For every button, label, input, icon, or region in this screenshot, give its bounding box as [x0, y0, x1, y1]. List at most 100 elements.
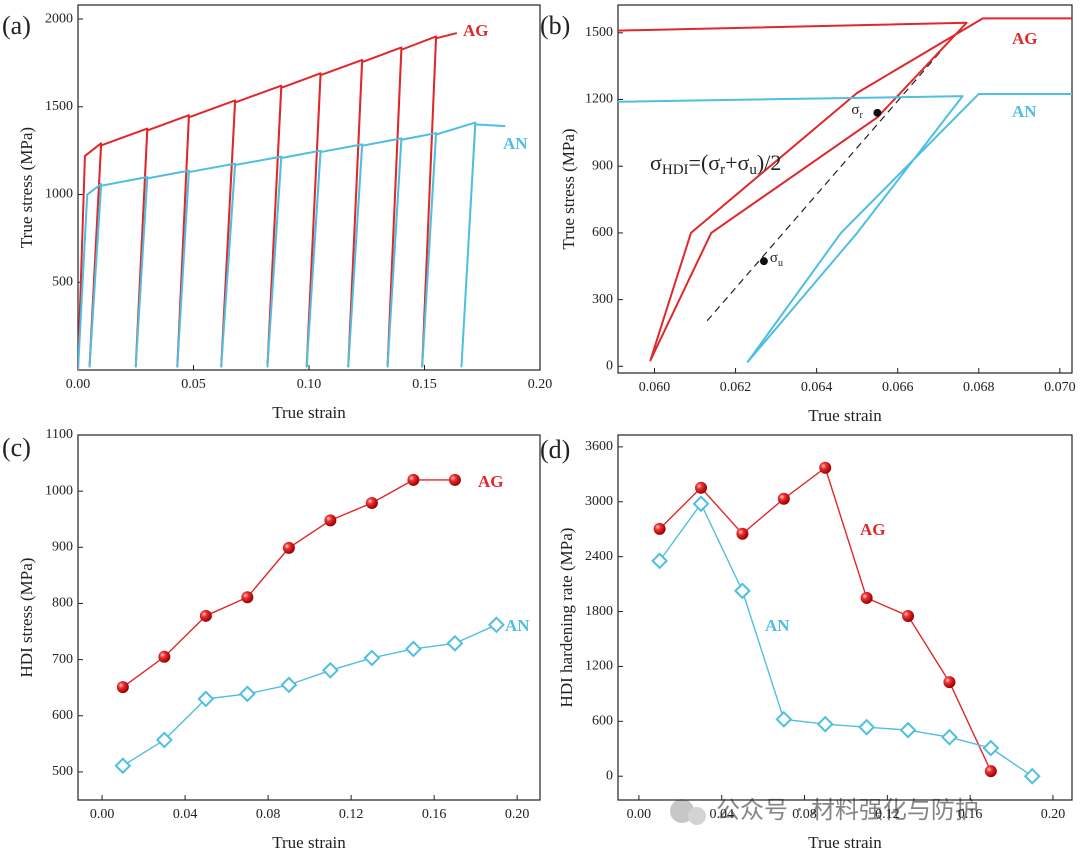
- marker: [114, 757, 132, 775]
- x-axis-label: True strain: [272, 833, 346, 852]
- series-label: AN: [505, 616, 530, 635]
- marker: [241, 591, 254, 604]
- point-label: σu: [770, 251, 783, 270]
- x-tick-label: 0.20: [1041, 807, 1066, 822]
- y-axis-label: HDI hardening rate (MPa): [557, 528, 576, 708]
- marker: [692, 495, 710, 513]
- x-tick-label: 0.070: [1044, 380, 1076, 395]
- x-tick-label: 0.04: [173, 807, 198, 822]
- marker: [116, 681, 129, 694]
- formula-part: )/2: [757, 150, 781, 175]
- x-tick-label: 0.04: [709, 807, 734, 822]
- y-tick-label: 800: [52, 596, 73, 611]
- y-tick-label: 2000: [45, 11, 73, 26]
- series-label: AN: [503, 134, 528, 153]
- marker: [407, 473, 420, 486]
- y-tick-label: 900: [52, 540, 73, 555]
- marker: [238, 685, 256, 703]
- marker: [816, 715, 834, 733]
- x-tick-label: 0.00: [90, 807, 115, 822]
- formula-part: HDI: [662, 162, 689, 178]
- y-axis-label: HDI stress (MPa): [17, 558, 36, 678]
- y-tick-label: 3600: [585, 439, 613, 454]
- marker: [736, 527, 749, 540]
- x-tick-label: 0.15: [412, 377, 437, 392]
- x-tick-label: 0.12: [339, 807, 364, 822]
- x-tick-label: 0.066: [882, 380, 914, 395]
- y-tick-label: 0: [606, 768, 613, 783]
- y-tick-label: 1200: [585, 92, 613, 107]
- y-tick-label: 300: [592, 292, 613, 307]
- marker: [363, 649, 381, 667]
- point: [873, 108, 882, 117]
- y-tick-label: 500: [52, 274, 73, 289]
- y-axis-label: True stress (MPa): [17, 127, 36, 248]
- panel-label: (c): [2, 433, 31, 462]
- y-tick-label: 2400: [585, 549, 613, 564]
- watermark-icon: [670, 799, 694, 823]
- marker: [324, 514, 337, 527]
- marker: [199, 609, 212, 622]
- panel-label: (b): [540, 11, 570, 40]
- panel: (a) 0.00 0.05 0.10 0.15 0.20 500 1000 1500 2000 Tr…: [2, 4, 553, 422]
- series-line: [618, 17, 1072, 362]
- x-tick-label: 0.16: [422, 807, 447, 822]
- y-tick-label: 900: [592, 158, 613, 173]
- series-line: [78, 121, 506, 370]
- point-label-sub: r: [860, 110, 864, 121]
- formula: σHDI=(σr+σu)/2: [650, 150, 781, 178]
- marker: [941, 728, 958, 746]
- formula-part: =(σ: [689, 150, 721, 175]
- marker: [448, 473, 461, 486]
- y-tick-label: 1500: [585, 25, 613, 40]
- panel: (b) 0.060 0.062 0.064 0.066 0.068 0.070 0 300 600…: [540, 4, 1076, 425]
- marker: [943, 676, 956, 689]
- y-tick-label: 600: [592, 714, 613, 729]
- series-label: AG: [860, 520, 886, 539]
- series-label: AN: [765, 616, 790, 635]
- marker: [819, 461, 832, 474]
- x-tick-label: 0.20: [505, 807, 530, 822]
- marker: [653, 522, 666, 535]
- marker: [899, 721, 917, 739]
- marker: [365, 496, 378, 509]
- series-label: AN: [1012, 102, 1037, 121]
- x-tick-label: 0.10: [297, 377, 322, 392]
- y-tick-label: 1100: [46, 427, 73, 442]
- x-axis-label: True strain: [272, 403, 346, 422]
- x-tick-label: 0.05: [181, 377, 206, 392]
- x-tick-label: 0.20: [528, 377, 553, 392]
- marker: [982, 739, 1000, 757]
- marker: [446, 634, 464, 652]
- series-line: [659, 503, 1033, 777]
- marker: [902, 609, 915, 622]
- formula-part: u: [749, 162, 757, 178]
- marker: [321, 661, 339, 679]
- marker: [984, 765, 997, 778]
- series-label: AG: [463, 21, 489, 40]
- marker: [734, 582, 751, 600]
- formula-part: σ: [650, 150, 662, 175]
- x-tick-label: 0.00: [66, 377, 91, 392]
- series-label: AG: [478, 472, 504, 491]
- marker: [1023, 767, 1041, 785]
- marker: [158, 650, 171, 663]
- y-axis-label: True stress (MPa): [559, 128, 578, 249]
- dashed-line: [706, 49, 943, 322]
- marker: [860, 591, 873, 604]
- marker: [695, 481, 708, 494]
- y-tick-label: 600: [52, 708, 73, 723]
- marker: [280, 676, 298, 694]
- y-tick-label: 1000: [45, 483, 73, 498]
- panel-label: (d): [540, 435, 570, 464]
- watermark: 公众号 · 材料强化与防护: [670, 796, 979, 825]
- watermark-icon: [688, 807, 706, 825]
- point-label-main: σ: [851, 102, 859, 118]
- plot-frame: [77, 434, 541, 801]
- y-tick-label: 3000: [585, 494, 613, 509]
- panel-label: (a): [2, 11, 31, 40]
- series-label: AG: [1012, 29, 1038, 48]
- y-tick-label: 0: [606, 359, 613, 374]
- panel: (c) 0.00 0.04 0.08 0.12 0.16 0.20 500 600 700 800 9…: [2, 427, 541, 852]
- point-label-main: σ: [770, 251, 778, 267]
